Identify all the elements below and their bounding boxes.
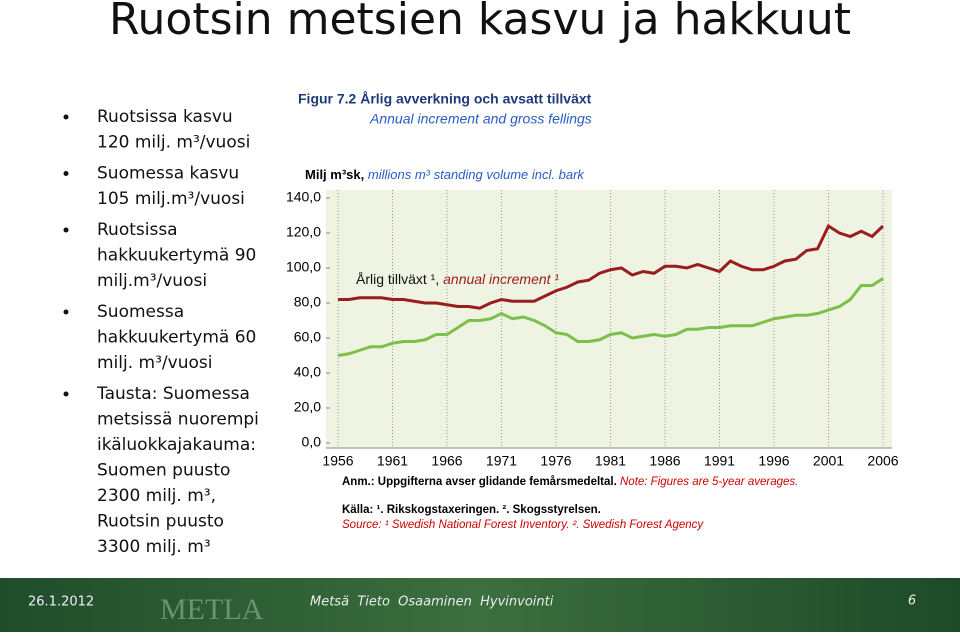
bullet-line: Ruotsin puusto	[97, 512, 224, 532]
y-tick-label: 0,0	[302, 434, 322, 450]
footer-motto: Metsä Tieto Osaaminen Hyvinvointi	[310, 595, 554, 610]
y-tick-label: 140,0	[286, 189, 321, 205]
x-tick-label: 2001	[813, 453, 844, 469]
bullet-line: Suomen puusto	[97, 461, 230, 481]
bullet-dot	[63, 309, 69, 315]
bullet-dot	[63, 391, 69, 397]
x-tick-label: 1981	[595, 453, 626, 469]
data-line	[338, 223, 885, 310]
y-tick-label: 20,0	[294, 399, 321, 415]
bullet-line: hakkuukertymä 60	[97, 328, 256, 348]
footer-date: 26.1.2012	[28, 595, 94, 610]
footer-logo: METLA	[160, 593, 264, 626]
page-number: 6	[908, 594, 916, 609]
bullet-line: Tausta: Suomessa	[96, 384, 250, 404]
bullet-line: 3300 milj. m³	[97, 537, 211, 557]
bullet-line: 105 milj.m³/vuosi	[97, 189, 245, 209]
plot-background	[326, 190, 892, 448]
bullet-line: 2300 milj. m³,	[97, 486, 216, 506]
y-label-sv: Milj m³sk,	[305, 167, 364, 182]
y-tick-label: 120,0	[286, 224, 321, 240]
y-tick-label: 40,0	[294, 364, 321, 380]
bullet-list: Ruotsissa kasvu 120 milj. m³/vuosi Suomess…	[63, 107, 259, 557]
x-tick-label: 1996	[758, 453, 789, 469]
figure-subtitle: Annual increment and gross fellings	[369, 111, 592, 127]
bullet-line: ikäluokkajakauma:	[97, 435, 256, 455]
annotation-en: annual increment ¹	[443, 271, 559, 287]
bullet-line: Ruotsissa kasvu	[97, 107, 233, 127]
y-tick-label: 100,0	[286, 259, 321, 275]
note-sv: Anm.: Uppgifterna avser glidande femårsm…	[342, 476, 617, 488]
bullet-dot	[63, 114, 69, 120]
bullet-line: Ruotsissa	[97, 220, 178, 240]
source-en: Source: ¹ Swedish National Forest Invent…	[342, 519, 704, 531]
bullet-line: milj.m³/vuosi	[97, 271, 207, 291]
x-tick-label: 1966	[431, 453, 462, 469]
annotation: Årlig tillväxt ¹, annual increment ¹	[356, 271, 559, 287]
bullet-dot	[63, 227, 69, 233]
y-label-en: millions m³ standing volume incl. bark	[368, 167, 586, 182]
annotation-sv: Årlig tillväxt ¹,	[356, 271, 439, 287]
y-tick-label: 60,0	[294, 329, 321, 345]
figure-title: Figur 7.2 Årlig avverkning och avsatt ti…	[298, 91, 592, 107]
bullet-line: 120 milj. m³/vuosi	[97, 133, 250, 153]
bullet-line: Suomessa kasvu	[97, 164, 239, 184]
bullet-line: Suomessa	[97, 302, 184, 322]
x-tick-label: 2006	[867, 453, 898, 469]
x-tick-label: 1991	[704, 453, 735, 469]
note-en: Note: Figures are 5-year averages.	[620, 476, 798, 488]
x-tick-label: 1961	[377, 453, 408, 469]
bullet-line: hakkuukertymä 90	[97, 246, 256, 266]
slide-title: Ruotsin metsien kasvu ja hakkuut	[109, 0, 851, 45]
note: Anm.: Uppgifterna avser glidande femårsm…	[342, 476, 798, 488]
data-line	[337, 277, 884, 357]
x-tick-label: 1986	[649, 453, 680, 469]
x-tick-label: 1971	[486, 453, 517, 469]
bullet-dot	[63, 171, 69, 176]
source-sv: Källa: ¹. Rikskogstaxeringen. ². Skogsst…	[342, 504, 601, 516]
footer-bar	[0, 578, 960, 632]
bullet-line: metsissä nuorempi	[97, 410, 259, 430]
bullet-line: milj. m³/vuosi	[97, 353, 212, 373]
x-tick-label: 1976	[540, 453, 571, 469]
y-tick-label: 80,0	[294, 294, 321, 310]
y-axis-label: Milj m³sk, millions m³ standing volume i…	[305, 167, 585, 182]
x-tick-label: 1956	[322, 453, 353, 469]
